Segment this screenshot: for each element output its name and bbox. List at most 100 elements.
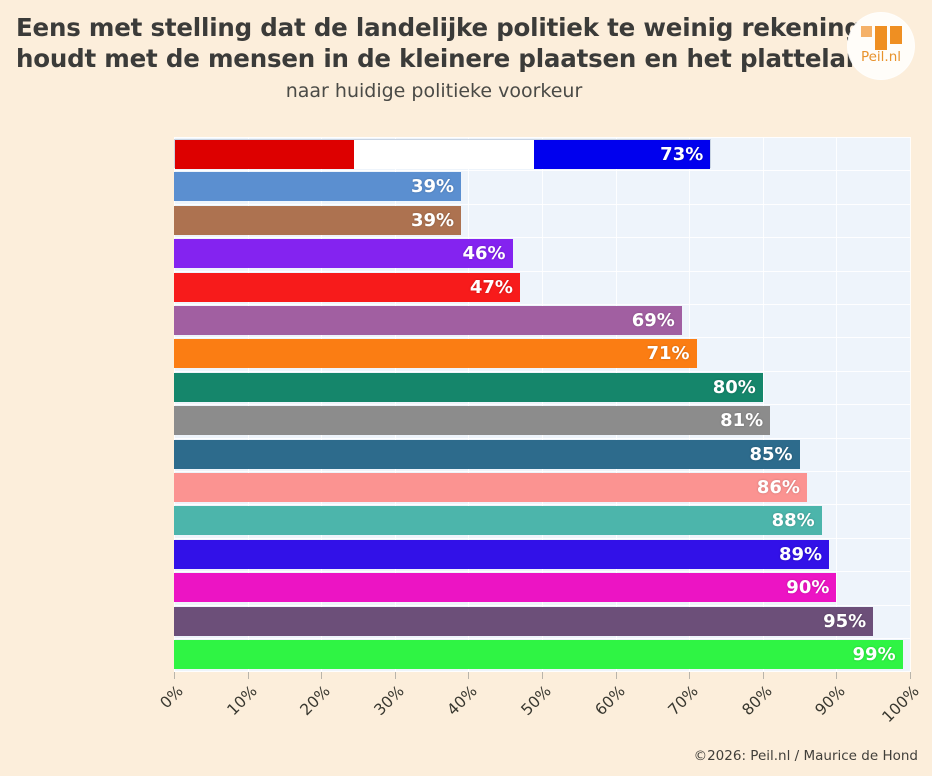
bar: 89%	[174, 539, 830, 569]
chart-row: SP86%	[174, 471, 910, 504]
bar: 39%	[174, 205, 462, 235]
chart-row: 50PLUS90%	[174, 571, 910, 604]
logo-label: Peil.nl	[860, 49, 902, 65]
bar-value-label: 71%	[646, 343, 690, 365]
x-axis-tick	[689, 672, 691, 679]
x-axis-tick-label: 40%	[444, 682, 482, 720]
horizontal-gridline	[174, 237, 910, 239]
x-axis-tick-label: 30%	[370, 682, 408, 720]
chart-row: JA2185%	[174, 438, 910, 471]
horizontal-gridline	[174, 537, 910, 539]
bar: 81%	[174, 406, 771, 436]
bar: 99%	[174, 640, 903, 669]
logo-bars-icon	[861, 24, 903, 50]
x-axis-tick-label: 70%	[664, 682, 702, 720]
bar: 95%	[174, 606, 874, 636]
x-axis-tick	[247, 672, 249, 679]
horizontal-gridline	[174, 370, 910, 372]
bar: 46%	[174, 239, 513, 269]
horizontal-gridline	[174, 304, 910, 305]
x-axis-tick-label: 90%	[812, 682, 850, 720]
x-axis-tick	[394, 672, 396, 679]
x-axis-tick	[321, 672, 323, 679]
logo-bar-medium-icon	[890, 26, 902, 44]
chart-row: GrL/PvdA47%	[174, 271, 910, 304]
logo-bar-tall-icon	[875, 26, 887, 50]
bar-segment	[354, 140, 534, 169]
chart-row: CDA80%	[174, 371, 910, 404]
chart-row: BBB99%	[174, 638, 910, 671]
bar-value-label: 90%	[786, 577, 830, 599]
chart-row: PVV89%	[174, 538, 910, 571]
x-axis-tick-label: 100%	[878, 682, 923, 727]
x-axis-tick	[615, 672, 617, 679]
bar-value-label: 86%	[756, 477, 800, 498]
title-block: Eens met stelling dat de landelijke poli…	[16, 12, 881, 104]
chart-header: Eens met stelling dat de landelijke poli…	[0, 0, 932, 118]
horizontal-gridline	[174, 638, 910, 639]
horizontal-gridline	[174, 504, 910, 506]
bar: 47%	[174, 272, 520, 302]
bar: 85%	[174, 439, 800, 469]
x-axis-tick-label: 60%	[591, 682, 629, 720]
bar: 73%	[174, 139, 712, 169]
chart-row: VVD71%	[174, 337, 910, 370]
x-axis-tick-label: 80%	[738, 682, 776, 720]
bar-value-label: 39%	[410, 176, 455, 198]
chart-row: PvdD39%	[174, 204, 910, 237]
bar-value-label: 85%	[749, 443, 793, 465]
peil-nl-logo: Peil.nl	[848, 13, 914, 79]
bar: 80%	[174, 372, 763, 402]
bar: 90%	[174, 573, 837, 603]
bar: 71%	[174, 339, 697, 369]
horizontal-gridline	[174, 571, 910, 573]
chart-row: FVD95%	[174, 605, 910, 638]
x-axis-tick-label: 0%	[156, 682, 187, 713]
x-axis: 0% 10% 20% 30% 40% 50% 60% 70% 80% 90% 100%	[0, 672, 932, 732]
bar: 39%	[174, 172, 462, 202]
horizontal-gridline	[174, 437, 910, 439]
horizontal-gridline	[174, 604, 910, 606]
x-axis-tick-label: 50%	[517, 682, 555, 720]
bar-segment	[533, 140, 711, 169]
bar: 88%	[174, 506, 822, 536]
bar-value-label: 81%	[720, 410, 764, 432]
horizontal-gridline	[174, 270, 910, 272]
chart-plot-area: Nederland73%D6639%PvdD39%Volt46%GrL/PvdA…	[174, 137, 911, 673]
page-subtitle: naar huidige politieke voorkeur	[285, 80, 583, 102]
chart-row: SGP81%	[174, 404, 910, 437]
x-axis-tick	[468, 672, 470, 679]
copyright-footer: ©2026: Peil.nl / Maurice de Hond	[693, 748, 918, 764]
bar-value-label: 73%	[660, 144, 704, 165]
x-axis-tick	[174, 672, 175, 679]
logo-bar-small-icon	[861, 26, 872, 37]
page-title-line-1: Eens met stelling dat de landelijke poli…	[16, 13, 862, 42]
horizontal-gridline	[174, 471, 910, 472]
bar-segment	[175, 140, 355, 169]
horizontal-gridline	[174, 671, 910, 673]
horizontal-gridline	[174, 170, 910, 172]
bar-value-label: 39%	[410, 209, 455, 231]
x-axis-tick	[836, 672, 838, 679]
bar-value-label: 47%	[469, 276, 513, 298]
bar: 86%	[174, 473, 807, 502]
chart-row: Volt46%	[174, 237, 910, 270]
x-axis-tick-label: 10%	[223, 682, 261, 720]
horizontal-gridline	[174, 137, 910, 138]
page-title-line-2: houdt met de mensen in de kleinere plaat…	[16, 44, 881, 73]
bar-value-label: 46%	[462, 243, 506, 265]
x-axis-tick	[762, 672, 764, 679]
horizontal-gridline	[174, 337, 910, 339]
bar: 69%	[174, 306, 682, 335]
chart-row: Nederland73%	[174, 137, 910, 170]
vertical-gridline	[910, 137, 911, 672]
bar-value-label: 99%	[852, 644, 896, 665]
bar-value-label: 95%	[823, 610, 867, 632]
chart-row: D6639%	[174, 170, 910, 203]
x-axis-tick	[910, 672, 911, 679]
chart-row: ChrUnie69%	[174, 304, 910, 337]
bar-value-label: 80%	[712, 376, 756, 398]
x-axis-tick	[542, 672, 543, 679]
bar-value-label: 88%	[771, 510, 815, 532]
x-axis-tick-label: 20%	[296, 682, 334, 720]
